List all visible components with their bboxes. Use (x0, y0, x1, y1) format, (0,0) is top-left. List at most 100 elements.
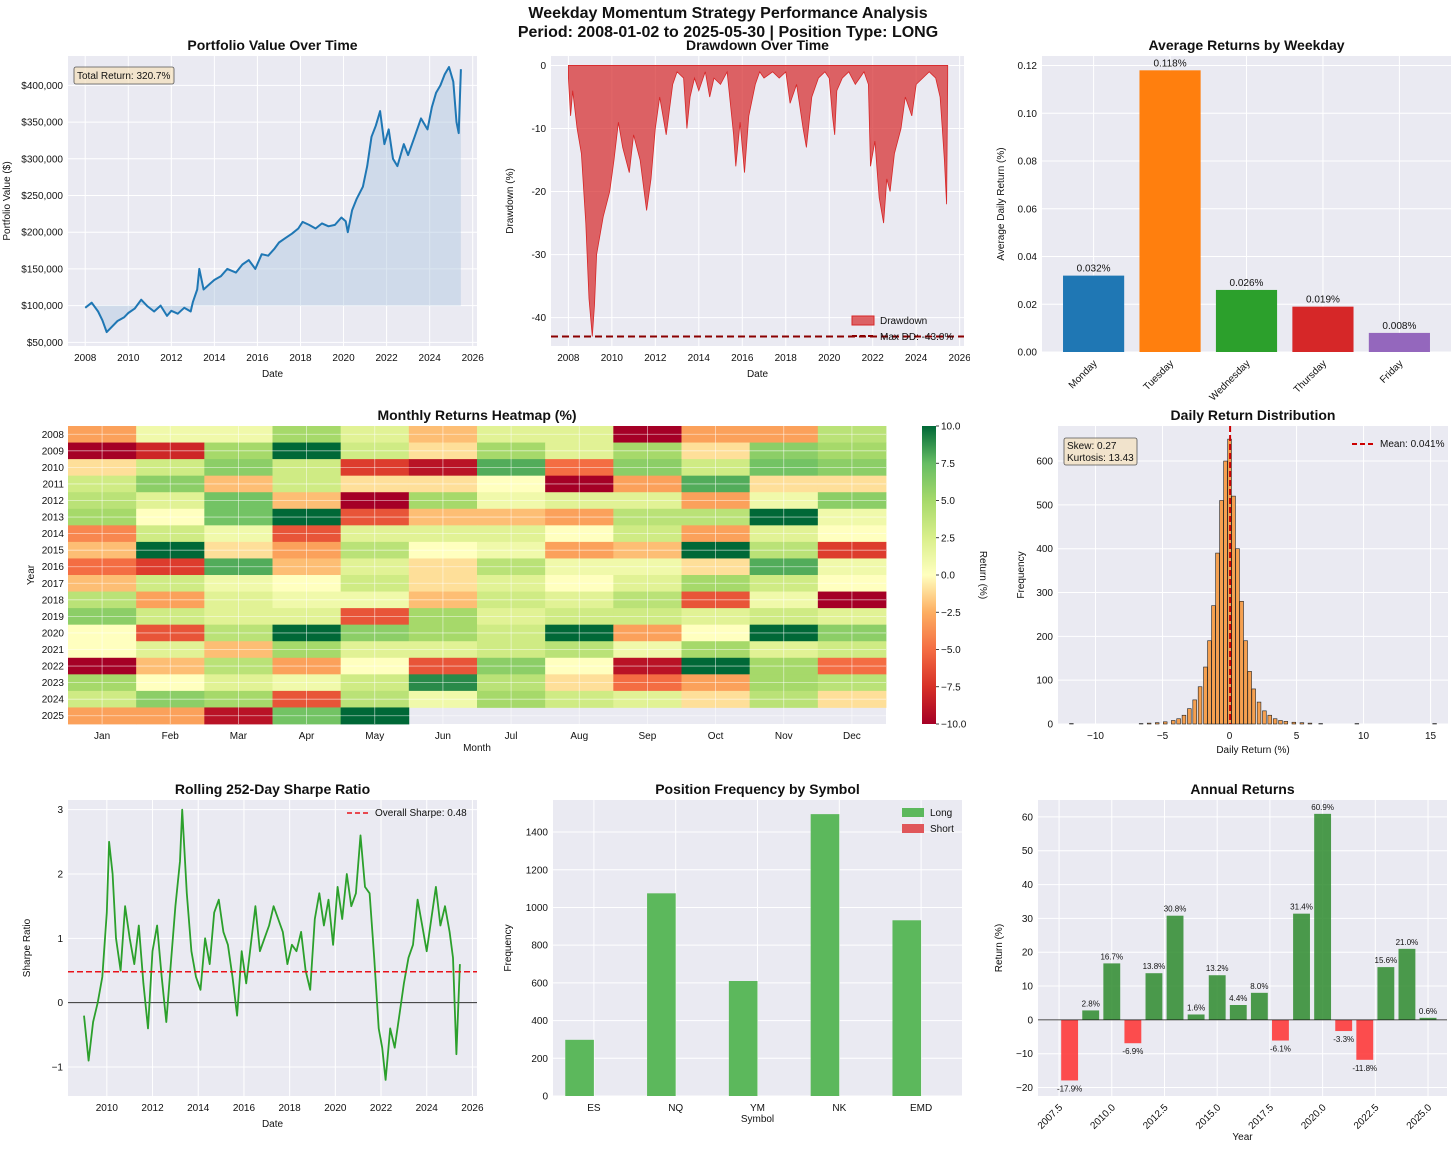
y-tick-label: −10 (1016, 1049, 1033, 1060)
symbol-tick-label: EMD (910, 1103, 932, 1114)
annual-bar-2020 (1314, 813, 1332, 1020)
annual-value-label: -3.3% (1333, 1035, 1354, 1044)
month-tick-label: Feb (162, 731, 180, 742)
y-axis-label: Sharpe Ratio (22, 918, 33, 977)
monthly-returns-heatmap: Monthly Returns Heatmap (%) Jan Feb Mar Apr M… (26, 407, 988, 754)
y-tick-label: 0.02 (1018, 300, 1038, 311)
x-tick-label: 2026 (461, 1103, 484, 1114)
bar-long-nk (810, 814, 840, 1096)
figure-title-line-1: Weekday Momentum Strategy Performance An… (528, 5, 928, 22)
annual-bar-2013 (1166, 915, 1184, 1020)
annual-value-label: 13.2% (1206, 964, 1229, 973)
month-tick-label: Nov (775, 731, 793, 742)
y-tick-label: 0 (1027, 1015, 1033, 1026)
y-tick-label: -10 (532, 124, 547, 135)
histogram-bar (1215, 552, 1220, 725)
histogram-bar (1187, 708, 1192, 725)
x-tick-label: 2018 (775, 353, 798, 364)
year-tick-label: 2010 (42, 463, 65, 474)
histogram-bar (1235, 548, 1240, 725)
annual-value-label: -6.9% (1122, 1047, 1143, 1056)
y-tick-label: -40 (532, 313, 547, 324)
histogram-bar (1176, 718, 1181, 725)
y-tick-label: 0.00 (1018, 348, 1038, 359)
symbol-tick-label: YM (750, 1103, 765, 1114)
x-tick-label: 2010 (601, 353, 624, 364)
annual-returns-chart: Annual Returns 2007.5 2010.0 2012.5 2015.0 20… (994, 781, 1447, 1143)
y-tick-label: $150,000 (21, 264, 63, 275)
annual-value-label: 8.0% (1250, 982, 1268, 991)
return-distribution-chart: Daily Return Distribution −10 −5 0 5 10 15 0 100… (1016, 407, 1448, 756)
chart-title: Daily Return Distribution (1171, 407, 1336, 423)
x-tick-label: 2007.5 (1036, 1102, 1066, 1132)
symbol-tick-label: NK (832, 1103, 846, 1114)
y-axis-label: Drawdown (%) (505, 168, 516, 234)
month-tick-label: Mar (230, 731, 248, 742)
rolling-sharpe-chart: Rolling 252-Day Sharpe Ratio 2010 2012 2014… (22, 781, 484, 1130)
bar-value-label: 0.026% (1230, 278, 1264, 289)
value-fill-area (85, 67, 461, 333)
colorbar-tick-label: 2.5 (941, 533, 955, 544)
figure-title-line-2: Period: 2008-01-02 to 2025-05-30 | Posit… (517, 24, 939, 41)
annual-value-label: 60.9% (1311, 803, 1334, 812)
y-tick-label: 100 (1036, 676, 1053, 687)
weekday-returns-chart: Average Returns by Weekday 0.00 0.02 0.04 0.… (996, 37, 1451, 403)
annual-bar-2012 (1145, 973, 1163, 1020)
histogram-bar (1251, 688, 1256, 725)
colorbar-tick-label: 5.0 (941, 496, 955, 507)
x-tick-label: 2025.0 (1405, 1102, 1435, 1132)
colorbar-tick-label: −2.5 (941, 608, 961, 619)
month-tick-label: Aug (570, 731, 588, 742)
chart-title: Portfolio Value Over Time (187, 37, 357, 53)
legend-label-overall: Overall Sharpe: 0.48 (375, 808, 467, 819)
year-tick-label: 2009 (42, 446, 65, 457)
annual-bar-2010 (1103, 963, 1121, 1020)
x-tick-label: 2022 (370, 1103, 393, 1114)
colorbar-tick-label: 0.0 (941, 571, 955, 582)
histogram-bar (1243, 640, 1248, 725)
x-tick-label: 2015.0 (1194, 1102, 1224, 1132)
y-tick-label: $50,000 (27, 338, 64, 349)
chart-title: Monthly Returns Heatmap (%) (377, 407, 576, 423)
annual-bar-2008 (1061, 1019, 1079, 1081)
year-tick-label: 2008 (42, 430, 65, 441)
histogram-bar (1181, 714, 1187, 725)
plot-area (1038, 800, 1447, 1096)
histogram-bar (1197, 686, 1203, 725)
x-tick-label: 2012 (160, 353, 183, 364)
x-tick-label: 2012.5 (1141, 1102, 1171, 1132)
histogram-bar (1247, 671, 1252, 725)
month-tick-label: Dec (843, 731, 861, 742)
histogram-bar (1239, 600, 1244, 725)
stats-box-frame (1063, 437, 1138, 466)
annual-value-label: 15.6% (1375, 956, 1398, 965)
month-tick-label: Jan (94, 731, 110, 742)
x-tick-label: 2022 (862, 353, 885, 364)
legend-label-max-dd: Max DD: -43.0% (880, 332, 953, 343)
annual-value-label: 16.7% (1100, 952, 1123, 961)
colorbar-tick-label: 10.0 (941, 422, 961, 433)
x-tick-label: 2016 (731, 353, 754, 364)
y-tick-label: 10 (1022, 982, 1034, 993)
histogram-bar (1223, 460, 1228, 725)
annual-bar-2011 (1124, 1019, 1142, 1044)
month-tick-label: Apr (299, 731, 315, 742)
bar-tuesday (1139, 70, 1201, 353)
histogram-bar (1283, 721, 1289, 725)
drawdown-legend: Drawdown Max DD: -43.0% (851, 315, 953, 343)
year-tick-label: 2021 (42, 645, 65, 656)
histogram-bar (1272, 718, 1278, 725)
x-axis-label: Symbol (741, 1114, 774, 1125)
annual-bar-2017 (1250, 992, 1268, 1020)
month-tick-label: Oct (708, 731, 724, 742)
colorbar-label: Return (%) (977, 551, 988, 599)
y-tick-label: −20 (1016, 1083, 1033, 1094)
distribution-legend: Mean: 0.041% (1352, 439, 1445, 450)
y-tick-label: 20 (1022, 948, 1034, 959)
x-tick-label: 2016 (246, 353, 269, 364)
year-tick-label: 2015 (42, 546, 65, 557)
x-axis-label: Daily Return (%) (1216, 745, 1289, 756)
x-tick-label: 2016 (233, 1103, 256, 1114)
annual-value-label: 2.8% (1082, 999, 1100, 1008)
annual-bar-2019 (1293, 913, 1310, 1020)
